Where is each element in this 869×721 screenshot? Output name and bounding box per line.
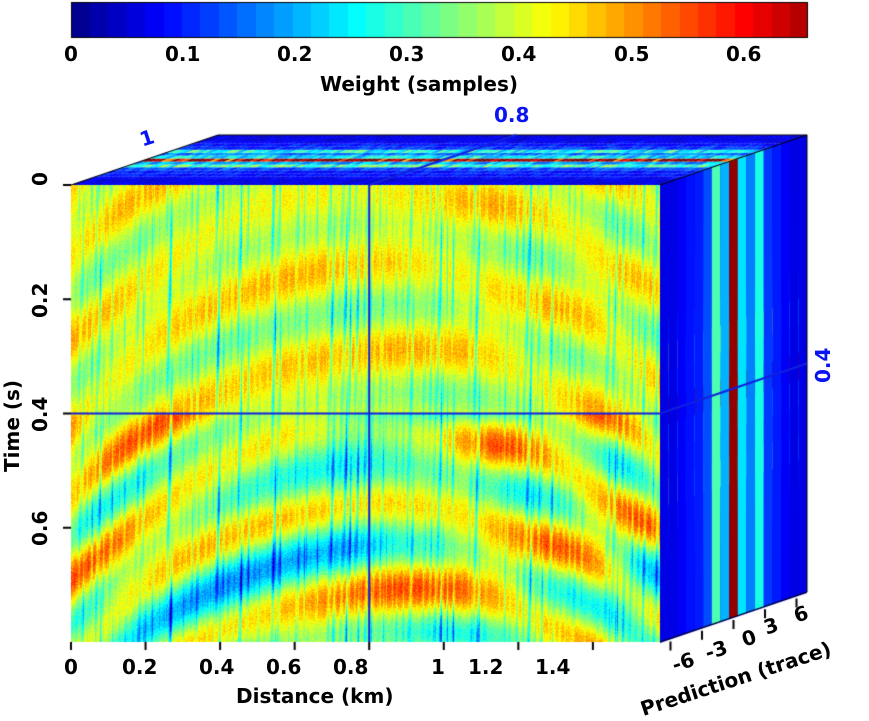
x-tick: 1.2 (468, 655, 504, 679)
time-slice-label: 0.4 (811, 347, 835, 383)
x-tick: 0.6 (266, 655, 302, 679)
x-tick: 0.4 (199, 655, 235, 679)
x-tick: 0 (64, 655, 78, 679)
x-tick: 1 (431, 655, 445, 679)
distance-slice-label: 0.8 (494, 103, 530, 127)
x-tick: 0.2 (122, 655, 158, 679)
y-tick: 0.2 (28, 282, 52, 318)
colorbar-tick: 0.2 (277, 42, 313, 66)
colorbar-tick: 0.6 (726, 42, 762, 66)
colorbar-tick: 0 (64, 42, 78, 66)
colorbar-tick: 0.4 (501, 42, 537, 66)
y-axis-label: Time (s) (0, 379, 24, 472)
x-tick: 0.8 (333, 655, 369, 679)
colorbar-tick: 0.5 (614, 42, 650, 66)
colorbar-tick: 0.1 (165, 42, 201, 66)
x-tick: 1.4 (535, 655, 571, 679)
x-axis-label: Distance (km) (236, 684, 394, 708)
y-tick: 0.4 (28, 396, 52, 432)
y-tick: 0.6 (28, 510, 52, 546)
colorbar-label: Weight (samples) (320, 72, 519, 96)
y-tick: 0 (28, 172, 52, 186)
colorbar-tick: 0.3 (389, 42, 425, 66)
